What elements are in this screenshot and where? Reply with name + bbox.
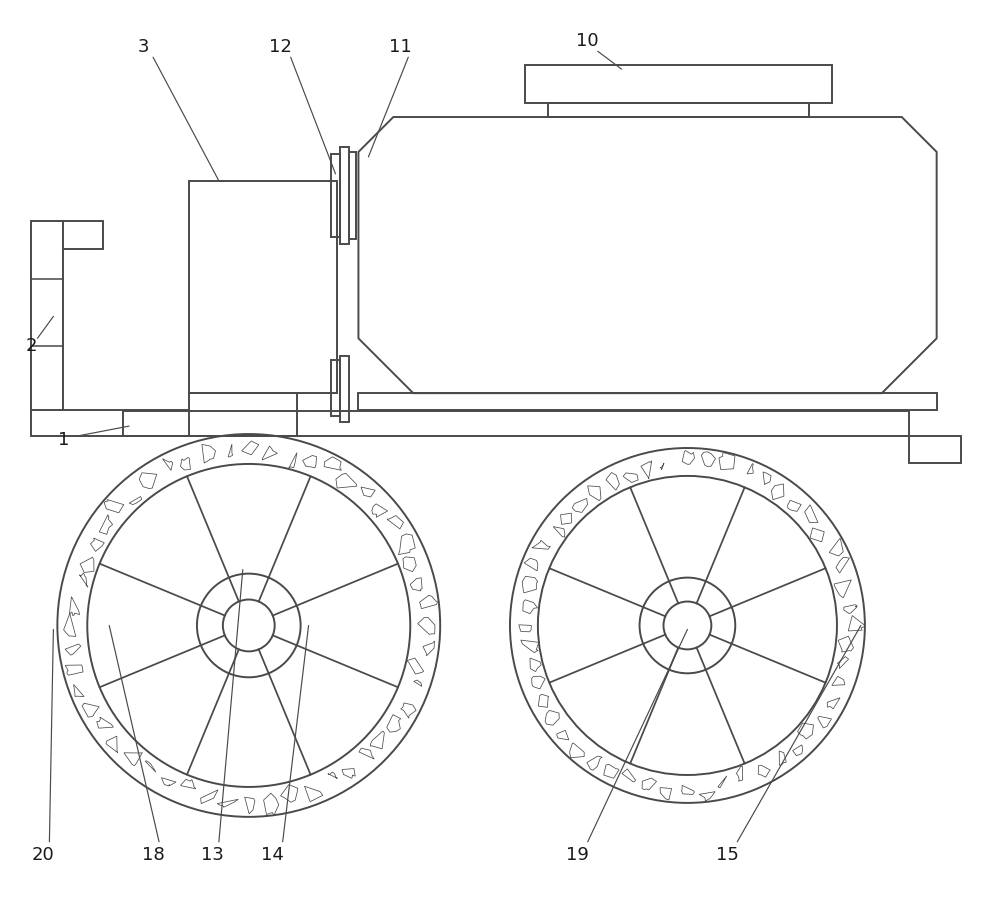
Text: 12: 12 bbox=[269, 39, 292, 57]
Text: 11: 11 bbox=[389, 39, 412, 57]
Bar bbox=[340, 357, 349, 422]
Text: 10: 10 bbox=[576, 32, 599, 50]
Bar bbox=[331, 360, 340, 416]
Text: 14: 14 bbox=[261, 846, 284, 864]
Bar bbox=[123, 411, 909, 436]
Text: 20: 20 bbox=[32, 846, 55, 864]
Text: 3: 3 bbox=[137, 39, 149, 57]
Text: 13: 13 bbox=[201, 846, 224, 864]
Bar bbox=[358, 393, 937, 410]
Bar bbox=[331, 154, 340, 237]
Bar bbox=[548, 103, 809, 117]
Bar bbox=[525, 66, 832, 103]
Text: 15: 15 bbox=[716, 846, 739, 864]
Bar bbox=[340, 147, 349, 243]
Text: 2: 2 bbox=[26, 338, 37, 356]
Text: 18: 18 bbox=[142, 846, 164, 864]
Bar bbox=[189, 393, 297, 436]
Bar bbox=[349, 152, 356, 239]
Text: 19: 19 bbox=[566, 846, 589, 864]
Bar bbox=[189, 180, 337, 393]
Text: 1: 1 bbox=[58, 431, 69, 449]
